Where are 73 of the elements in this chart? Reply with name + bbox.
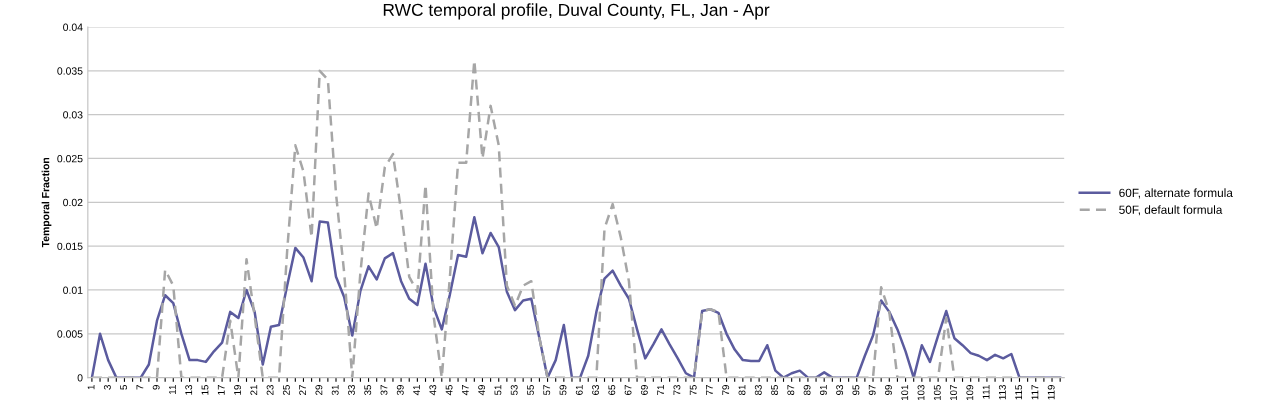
x-tick-label: 3 — [103, 385, 111, 390]
x-tick-label: 115 — [1015, 385, 1023, 400]
x-tick-label: 89 — [803, 385, 811, 395]
x-tick-label: 53 — [510, 385, 518, 396]
y-axis-title: Temporal Fraction — [41, 157, 52, 248]
x-tick-label: 9 — [152, 385, 160, 390]
x-tick-label: 93 — [836, 385, 844, 395]
y-tick-label: 0.015 — [57, 242, 83, 251]
x-tick-label: 7 — [136, 385, 144, 390]
x-tick-label: 21 — [250, 385, 258, 395]
x-tick-label: 101 — [901, 385, 909, 401]
x-tick-label: 119 — [1047, 385, 1055, 400]
x-tick-label: 29 — [315, 385, 323, 395]
x-tick-label: 79 — [722, 385, 730, 395]
x-tick-label: 39 — [396, 385, 404, 396]
x-tick-label: 113 — [998, 385, 1006, 400]
y-tick-label: 0.025 — [57, 154, 83, 163]
x-tick-label: 65 — [608, 385, 616, 395]
x-tick-label: 95 — [852, 385, 860, 395]
x-tick-label: 75 — [689, 385, 697, 395]
x-tick-label: 73 — [673, 385, 681, 395]
x-tick-label: 97 — [868, 385, 876, 395]
chart-title: RWC temporal profile, Duval County, FL, Jan - Apr — [383, 3, 770, 20]
x-tick-label: 59 — [559, 385, 567, 396]
x-tick-label: 87 — [787, 385, 795, 395]
x-tick-label: 111 — [982, 385, 990, 399]
x-tick-label: 1 — [87, 385, 95, 390]
y-tick-label: 0.005 — [57, 330, 83, 338]
x-tick-label: 69 — [640, 385, 648, 395]
legend-label: 60F, alternate formula — [1119, 188, 1233, 199]
x-tick-label: 17 — [217, 385, 225, 395]
x-tick-label: 43 — [429, 385, 437, 396]
x-tick-label: 83 — [754, 385, 762, 395]
x-tick-label: 25 — [282, 385, 290, 395]
x-tick-label: 85 — [771, 385, 778, 395]
x-tick-label: 35 — [364, 385, 372, 396]
x-tick-label: 11 — [169, 385, 176, 394]
x-tick-label: 103 — [917, 385, 925, 401]
x-tick-label: 33 — [348, 385, 355, 396]
y-tick-label: 0.01 — [63, 286, 83, 294]
x-tick-label: 71 — [657, 385, 664, 395]
x-tick-label: 91 — [819, 385, 827, 395]
x-tick-label: 31 — [331, 385, 339, 396]
x-tick-label: 61 — [575, 385, 583, 395]
legend-label: 50F, default formula — [1119, 205, 1223, 216]
y-tick-label: 0.04 — [63, 23, 83, 31]
x-tick-label: 41 — [413, 385, 420, 396]
x-tick-label: 13 — [185, 385, 193, 395]
x-tick-label: 57 — [543, 385, 551, 396]
x-tick-label: 49 — [478, 385, 486, 396]
x-tick-label: 67 — [624, 385, 632, 395]
x-tick-label: 27 — [299, 385, 306, 395]
x-tick-label: 105 — [933, 385, 941, 401]
x-tick-label: 51 — [494, 385, 502, 396]
x-tick-label: 37 — [380, 385, 388, 396]
x-tick-label: 109 — [966, 385, 974, 401]
x-tick-label: 77 — [706, 385, 713, 395]
x-tick-label: 5 — [120, 385, 128, 390]
x-tick-label: 99 — [885, 385, 892, 395]
x-tick-label: 81 — [738, 385, 746, 395]
x-tick-label: 23 — [266, 385, 274, 395]
x-tick-label: 47 — [462, 385, 469, 396]
x-tick-label: 55 — [527, 385, 534, 396]
y-tick-label: 0 — [77, 374, 83, 382]
x-tick-label: 107 — [950, 385, 957, 401]
x-tick-label: 45 — [445, 385, 453, 396]
x-tick-label: 117 — [1031, 385, 1039, 400]
x-tick-label: 19 — [234, 385, 241, 395]
y-tick-label: 0.03 — [63, 111, 83, 119]
x-tick-label: 63 — [592, 385, 599, 395]
y-tick-label: 0.035 — [57, 67, 83, 75]
x-tick-label: 15 — [201, 385, 209, 395]
y-tick-label: 0.02 — [63, 198, 83, 207]
